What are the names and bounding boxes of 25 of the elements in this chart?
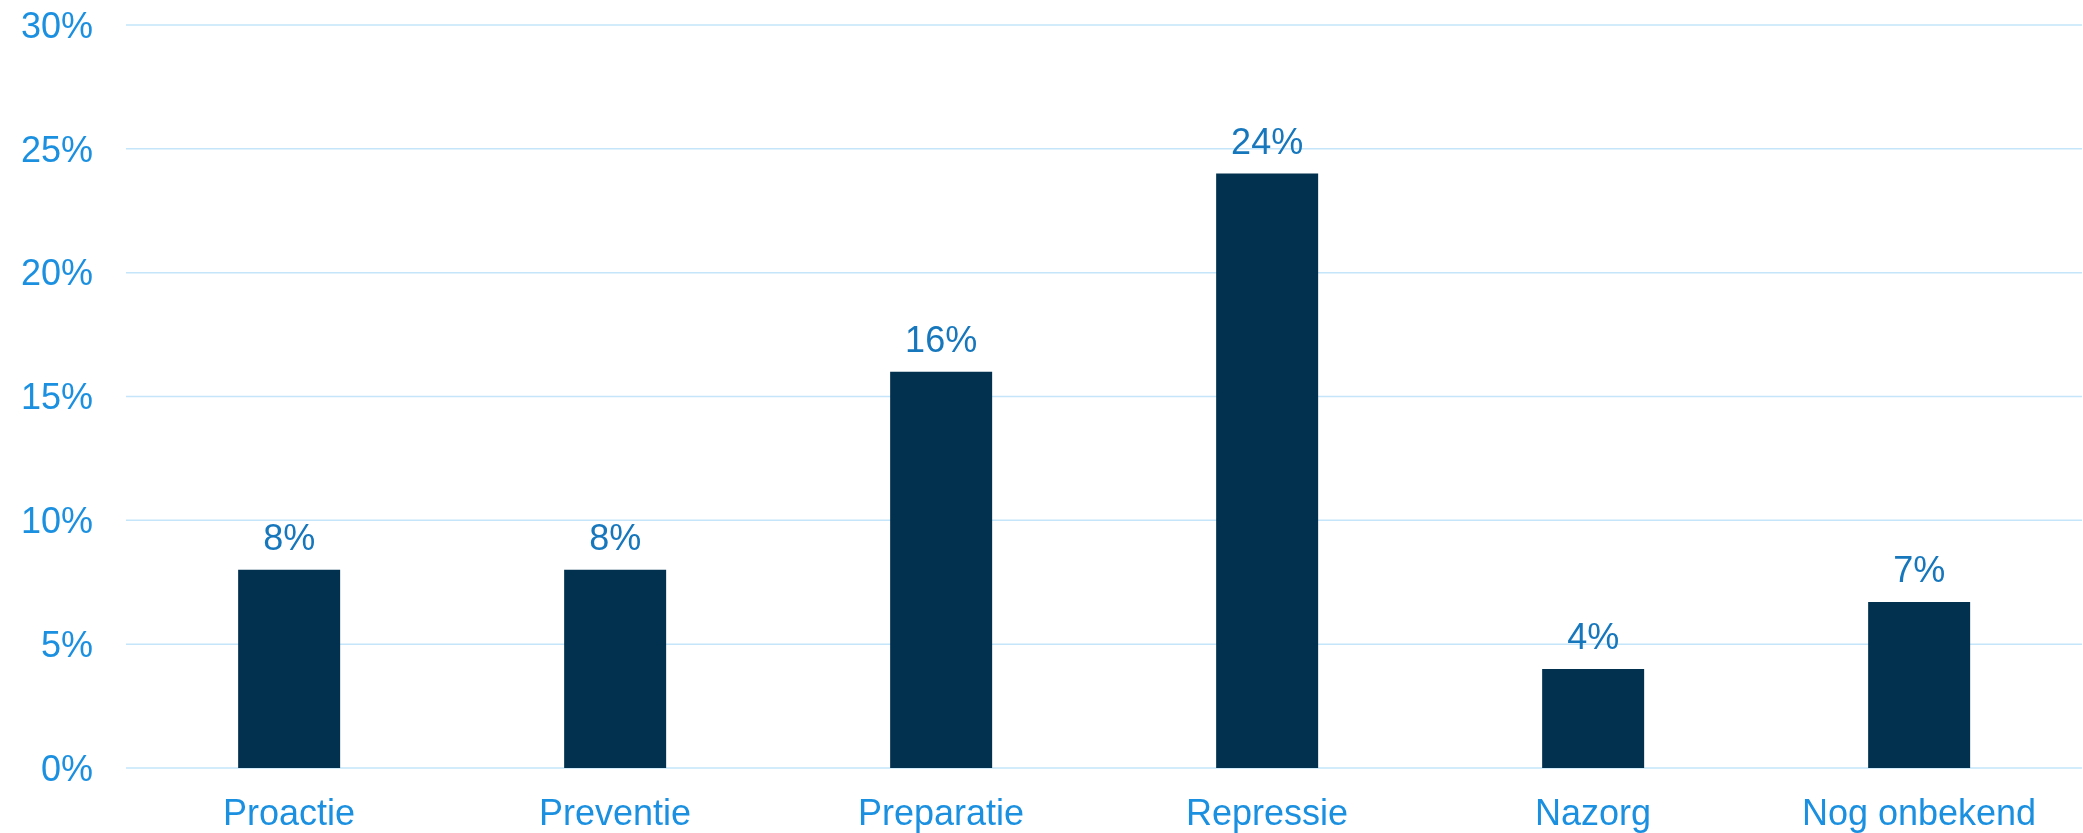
- y-tick-label: 15%: [20, 376, 93, 418]
- data-label: 4%: [1567, 615, 1620, 657]
- y-tick-label: 25%: [20, 128, 93, 170]
- x-tick-label: Repressie: [1185, 791, 1349, 833]
- bar: [564, 569, 667, 768]
- y-tick-label: 10%: [20, 500, 93, 542]
- data-label: 24%: [1231, 120, 1304, 162]
- x-tick-label: Nazorg: [1534, 791, 1652, 833]
- data-label: 7%: [1893, 549, 1946, 591]
- data-label: 8%: [589, 516, 642, 558]
- x-tick-label: Nog onbekend: [1801, 791, 2037, 833]
- bar: [1216, 173, 1319, 768]
- data-label: 8%: [263, 516, 316, 558]
- bar: [1868, 602, 1971, 768]
- y-tick-label: 5%: [40, 623, 93, 665]
- y-tick-label: 20%: [20, 252, 93, 294]
- x-tick-label: Preparatie: [857, 791, 1025, 833]
- bar: [238, 569, 341, 768]
- y-tick-label: 0%: [40, 747, 93, 789]
- x-tick-label: Proactie: [222, 791, 356, 833]
- bar: [1542, 668, 1645, 768]
- y-tick-label: 30%: [20, 4, 93, 46]
- bar: [890, 371, 993, 768]
- x-tick-label: Preventie: [538, 791, 692, 833]
- data-label: 16%: [905, 318, 978, 360]
